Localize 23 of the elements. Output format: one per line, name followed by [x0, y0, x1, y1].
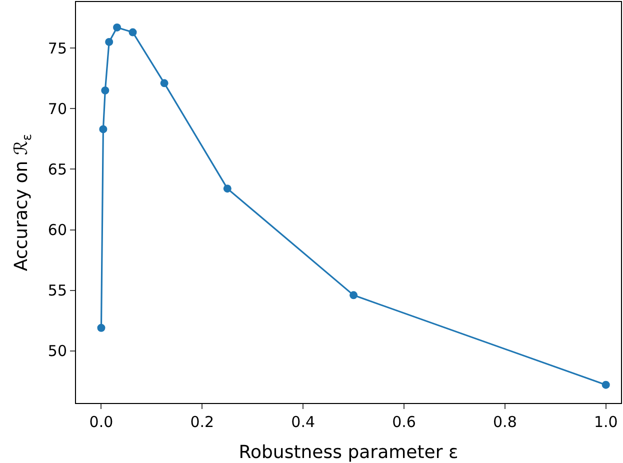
- y-tick-label: 75: [48, 39, 67, 58]
- x-tick-label: 0.8: [493, 413, 517, 431]
- point: [602, 380, 610, 389]
- point: [101, 86, 110, 94]
- y-tick-label: 60: [48, 221, 67, 240]
- point: [99, 125, 108, 134]
- point: [113, 23, 122, 32]
- point: [350, 291, 358, 300]
- y-tick-label: 70: [48, 100, 67, 118]
- x-tick-label: 0.0: [89, 413, 114, 431]
- x-tick-label: 0.6: [392, 413, 416, 431]
- x-axis-title: Robustness parameter ε: [238, 442, 458, 463]
- x-tick-label: 0.2: [190, 413, 214, 431]
- y-tick-label: 50: [48, 342, 67, 360]
- x-tick-label: 1.0: [594, 413, 618, 431]
- point: [160, 79, 168, 88]
- y-tick-label: 55: [48, 282, 67, 300]
- y-tick-label: 65: [48, 160, 67, 178]
- x-tick-label: 0.4: [291, 413, 316, 431]
- point: [128, 28, 137, 36]
- point: [105, 38, 114, 46]
- point: [97, 324, 106, 332]
- point: [223, 184, 232, 193]
